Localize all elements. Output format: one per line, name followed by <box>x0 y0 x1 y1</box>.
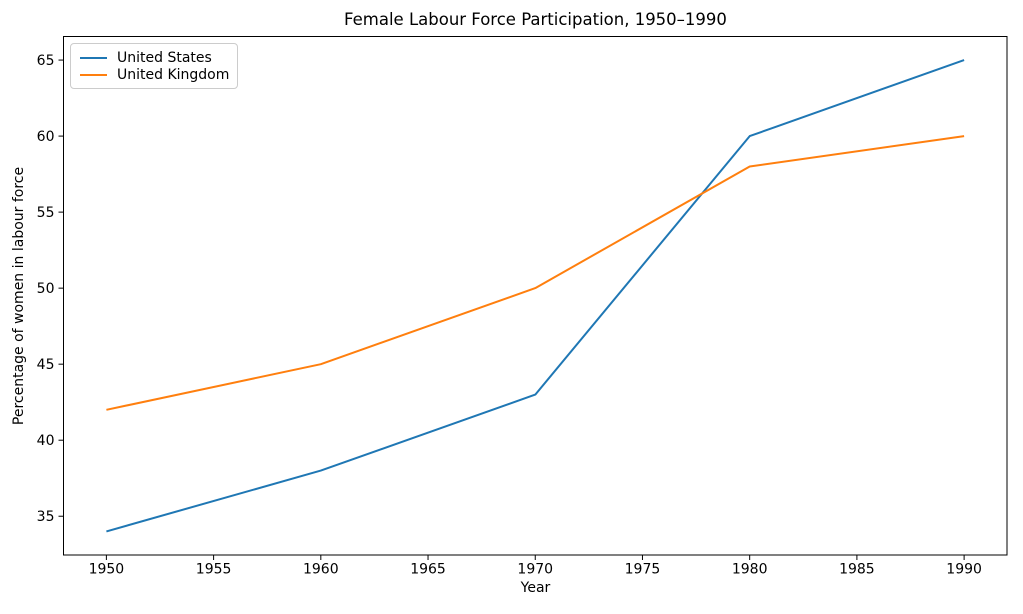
legend-label: United Kingdom <box>117 66 230 83</box>
legend-entry-united-kingdom: United Kingdom <box>80 66 230 83</box>
y-tick-label: 55 <box>37 205 55 221</box>
series-line-united-kingdom <box>106 135 965 411</box>
legend-line-icon <box>80 56 107 59</box>
series-line-united-states <box>106 59 965 533</box>
y-axis-label: Percentage of women in labour force <box>11 166 27 426</box>
x-tick-label: 1950 <box>89 562 125 578</box>
y-tick-label: 50 <box>37 281 55 297</box>
y-tick-label: 60 <box>37 129 55 145</box>
x-tick-label: 1965 <box>410 562 446 578</box>
chart-title: Female Labour Force Participation, 1950–… <box>344 10 727 29</box>
x-tick-label: 1955 <box>196 562 232 578</box>
legend-entry-united-states: United States <box>80 50 228 66</box>
x-tick-label: 1970 <box>517 562 553 578</box>
y-tick-label: 65 <box>37 53 55 69</box>
legend: United States United Kingdom <box>70 43 238 89</box>
legend-label: United States <box>117 49 212 66</box>
x-tick-label: 1980 <box>732 562 768 578</box>
y-tick-label: 40 <box>37 433 55 449</box>
x-tick-label: 1985 <box>839 562 875 578</box>
y-tick-label: 45 <box>37 357 55 373</box>
x-tick-label: 1975 <box>625 562 661 578</box>
legend-line-icon <box>80 73 107 76</box>
x-tick-label: 1960 <box>303 562 339 578</box>
axes-frame <box>63 36 1008 556</box>
y-tick-label: 35 <box>37 509 55 525</box>
x-axis-label: Year <box>520 580 551 596</box>
x-tick-label: 1990 <box>946 562 982 578</box>
